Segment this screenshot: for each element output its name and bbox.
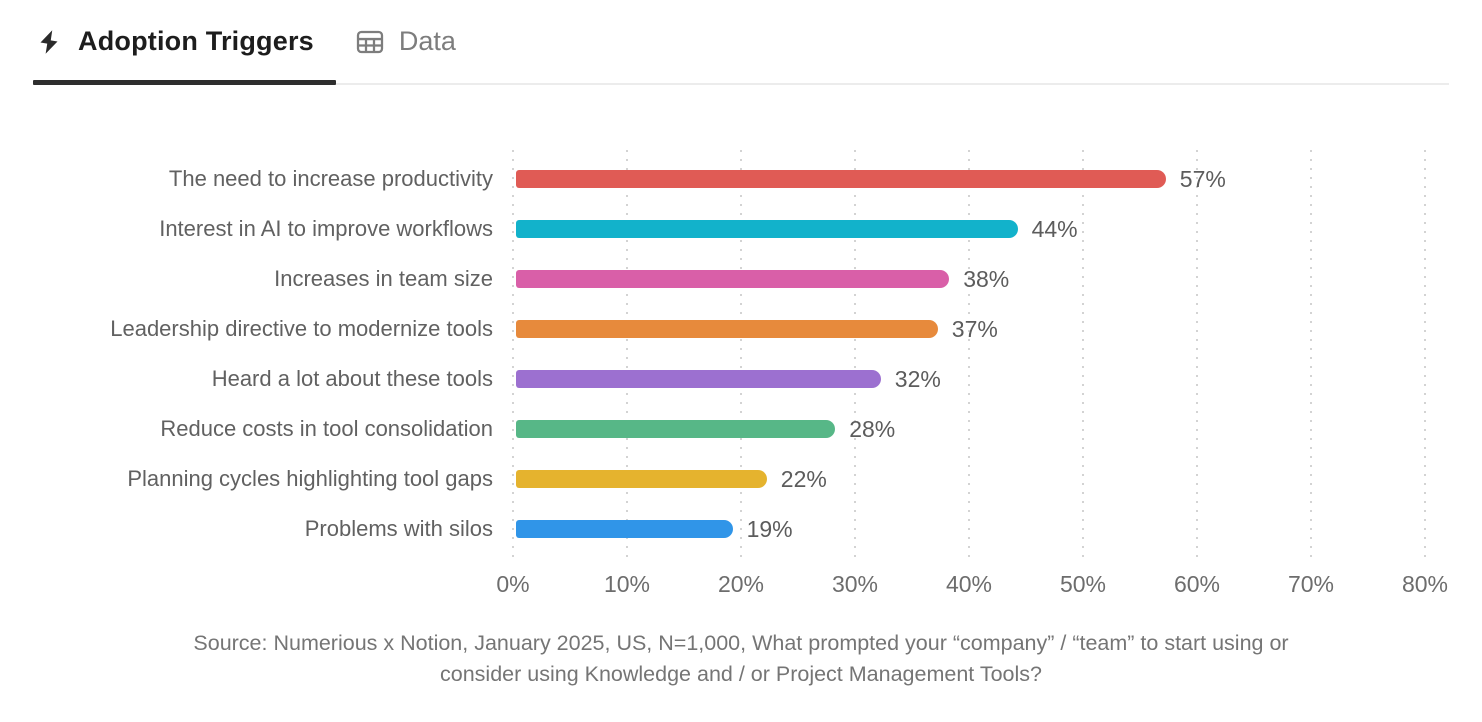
x-tick-60%: 60% <box>1173 571 1221 597</box>
value-label: 44% <box>1031 216 1078 242</box>
x-tick-80%: 80% <box>1401 571 1449 597</box>
active-tab-underline <box>33 80 336 85</box>
value-label: 38% <box>963 266 1010 292</box>
x-tick-0%: 0% <box>496 571 530 597</box>
x-tick-40%: 40% <box>945 571 993 597</box>
bar-19%[interactable] <box>516 520 733 538</box>
category-label: Interest in AI to improve workflows <box>159 216 493 241</box>
gridline-40% <box>968 150 970 560</box>
value-label: 57% <box>1179 166 1226 192</box>
value-label: 28% <box>849 416 896 442</box>
x-tick-70%: 70% <box>1287 571 1335 597</box>
category-label: Reduce costs in tool consolidation <box>160 416 493 441</box>
bar-37%[interactable] <box>516 320 938 338</box>
gridline-20% <box>740 150 742 560</box>
table-icon <box>354 26 386 58</box>
value-label: 37% <box>951 316 998 342</box>
value-label: 22% <box>780 466 827 492</box>
bar-32%[interactable] <box>516 370 881 388</box>
x-tick-50%: 50% <box>1059 571 1107 597</box>
gridline-80% <box>1424 150 1426 560</box>
tab-data[interactable]: Data <box>354 0 456 83</box>
category-label: Leadership directive to modernize tools <box>110 316 493 341</box>
source-caption: Source: Numerious x Notion, January 2025… <box>0 628 1482 690</box>
bar-22%[interactable] <box>516 470 767 488</box>
source-line-1: Source: Numerious x Notion, January 2025… <box>193 631 1289 655</box>
category-label: Heard a lot about these tools <box>211 366 493 391</box>
bar-44%[interactable] <box>516 220 1018 238</box>
x-tick-20%: 20% <box>717 571 765 597</box>
bar-57%[interactable] <box>516 170 1166 188</box>
category-label: Problems with silos <box>304 516 493 541</box>
gridline-30% <box>854 150 856 560</box>
tab-bar: Adoption Triggers Data <box>33 0 1449 85</box>
category-label: Planning cycles highlighting tool gaps <box>127 466 493 491</box>
tab-adoption-triggers[interactable]: Adoption Triggers <box>33 0 336 85</box>
gridline-50% <box>1082 150 1084 560</box>
gridline-10% <box>626 150 628 560</box>
gridline-70% <box>1310 150 1312 560</box>
category-label: Increases in team size <box>274 266 493 291</box>
category-label: The need to increase productivity <box>168 166 493 191</box>
bar-28%[interactable] <box>516 420 836 438</box>
tab-adoption-triggers-label: Adoption Triggers <box>78 26 314 56</box>
gridline-60% <box>1196 150 1198 560</box>
value-label: 19% <box>746 516 793 542</box>
bar-38%[interactable] <box>516 270 950 288</box>
bolt-icon <box>33 26 65 58</box>
source-line-2: consider using Knowledge and / or Projec… <box>440 662 1042 686</box>
value-label: 32% <box>894 366 941 392</box>
gridline-0% <box>512 150 514 560</box>
x-tick-10%: 10% <box>603 571 651 597</box>
tab-data-label: Data <box>398 26 456 56</box>
x-tick-30%: 30% <box>831 571 879 597</box>
